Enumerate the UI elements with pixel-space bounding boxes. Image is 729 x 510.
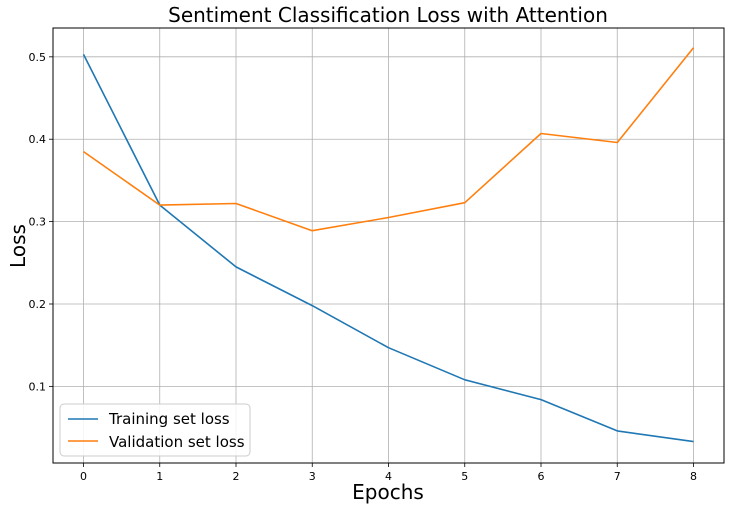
x-tick-label: 7 xyxy=(614,470,621,483)
x-axis-label: Epochs xyxy=(352,480,424,504)
series-line-validation xyxy=(83,47,695,232)
legend: Training set loss Validation set loss xyxy=(59,403,251,457)
x-axis-ticks: 0 1 2 3 4 5 6 7 8 xyxy=(80,463,697,483)
y-axis-ticks: 0.1 0.2 0.3 0.4 0.5 xyxy=(29,51,53,393)
x-tick-label: 1 xyxy=(156,470,163,483)
x-tick-label: 6 xyxy=(538,470,545,483)
y-tick-label: 0.3 xyxy=(29,216,47,229)
x-tick-label: 4 xyxy=(385,470,392,483)
legend-box xyxy=(59,403,251,457)
y-tick-label: 0.1 xyxy=(29,380,47,393)
legend-label-validation: Validation set loss xyxy=(109,433,245,451)
x-tick-label: 8 xyxy=(690,470,697,483)
x-tick-label: 0 xyxy=(80,470,87,483)
series-lines xyxy=(82,47,695,443)
y-tick-label: 0.4 xyxy=(29,133,47,146)
series-line-training xyxy=(82,54,694,443)
x-tick-label: 2 xyxy=(233,470,240,483)
y-tick-label: 0.2 xyxy=(29,298,47,311)
x-tick-label: 3 xyxy=(309,470,316,483)
chart-title: Sentiment Classification Loss with Atten… xyxy=(168,3,608,27)
legend-label-training: Training set loss xyxy=(108,410,230,428)
y-axis-label: Loss xyxy=(6,224,30,268)
y-tick-label: 0.5 xyxy=(29,51,47,64)
x-tick-label: 5 xyxy=(461,470,468,483)
grid-lines xyxy=(53,28,724,463)
